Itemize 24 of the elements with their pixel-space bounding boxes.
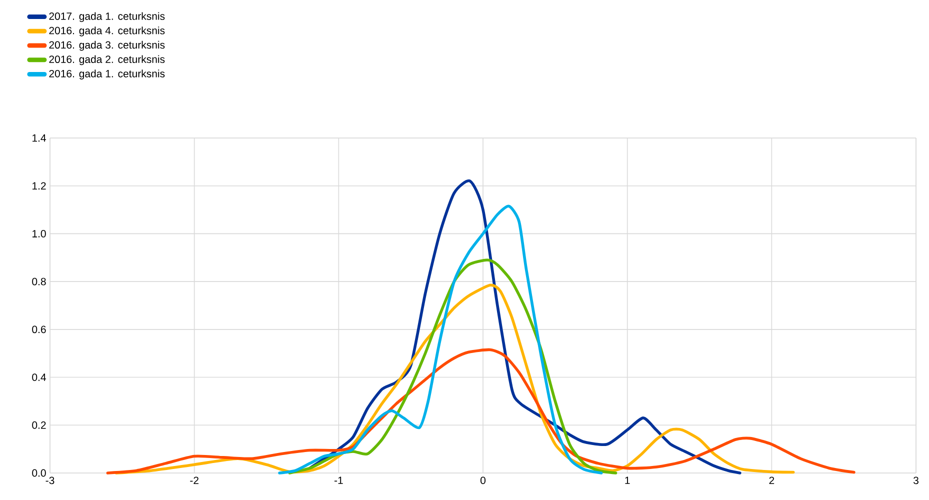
y-tick-label: 0.6 [32,326,46,334]
x-tick-label: -3 [46,476,54,484]
legend-label: 2016. gada 1. ceturksnis [49,70,165,80]
x-tick-label: 0 [480,476,486,484]
y-tick-label: 0.0 [32,469,46,477]
line-series [288,258,618,474]
line-series [308,180,742,474]
y-tick-label: 1.4 [32,134,46,142]
x-tick-label: -1 [334,476,343,484]
y-tick-label: 0.2 [32,421,46,429]
legend-label: 2016. gada 4. ceturksnis [49,26,165,36]
y-tick-label: 0.8 [32,278,46,286]
x-tick-label: 3 [914,476,918,484]
x-tick-label: -2 [190,476,198,484]
legend-label: 2016. gada 2. ceturksnis [49,55,165,66]
y-tick-label: 1.0 [32,230,46,238]
legend-label: 2016. gada 3. ceturksnis [49,40,165,51]
line-series [278,204,603,474]
y-tick-label: 1.2 [32,182,46,190]
legend-label: 2017. gada 1. ceturksnis [49,12,165,22]
y-tick-label: 0.4 [32,374,46,382]
x-tick-label: 2 [769,476,774,484]
x-tick-label: 1 [625,476,630,484]
line-series [106,348,856,474]
